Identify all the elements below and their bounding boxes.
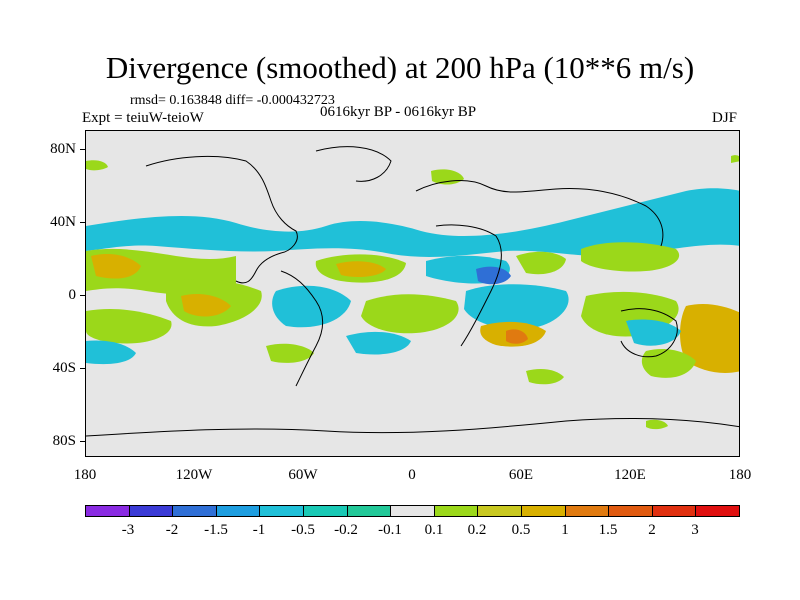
colorbar-box	[478, 506, 522, 516]
colorbar-box	[216, 506, 261, 516]
colorbar-label: -3	[121, 522, 135, 538]
coastlines	[86, 146, 739, 437]
y-tick	[80, 222, 85, 223]
period-label: 0616kyr BP - 0616kyr BP	[320, 104, 477, 120]
colorbar-label: 0.1	[424, 522, 444, 538]
map-field	[86, 146, 739, 437]
x-label-180e: 180	[728, 467, 752, 483]
x-label-120w: 120W	[175, 467, 213, 483]
colorbar-label: -0.1	[378, 522, 402, 538]
colorbar-label: -2	[165, 522, 179, 538]
y-label-0: 0	[68, 287, 77, 303]
chart-title: Divergence (smoothed) at 200 hPa (10**6 …	[105, 50, 695, 85]
colorbar-label: -1	[252, 522, 266, 538]
y-tick	[80, 295, 85, 296]
colorbar-box	[609, 506, 653, 516]
colorbar	[85, 505, 740, 517]
experiment-label: Expt = teiuW-teioW	[82, 110, 204, 126]
colorbar-box	[86, 506, 130, 516]
colorbar-label: 0.5	[511, 522, 531, 538]
x-label-60e: 60E	[508, 467, 534, 483]
colorbar-box	[260, 506, 304, 516]
colorbar-box	[391, 506, 435, 516]
colorbar-box	[521, 506, 566, 516]
y-tick	[80, 368, 85, 369]
colorbar-box	[129, 506, 174, 516]
colorbar-box	[303, 506, 348, 516]
colorbar-label: 1.5	[598, 522, 618, 538]
colorbar-label: -1.5	[204, 522, 228, 538]
colorbar-label: 0.2	[467, 522, 487, 538]
colorbar-label: 2	[648, 522, 656, 538]
colorbar-box	[173, 506, 217, 516]
map-plot	[85, 130, 740, 457]
x-label-60w: 60W	[288, 467, 318, 483]
x-label-120e: 120E	[614, 467, 646, 483]
colorbar-box	[565, 506, 610, 516]
colorbar-label: -0.5	[291, 522, 315, 538]
colorbar-box	[696, 506, 739, 516]
y-tick	[80, 441, 85, 442]
divergence-shading	[86, 155, 739, 430]
colorbar-box	[652, 506, 697, 516]
y-label-80n: 80N	[50, 141, 76, 157]
y-label-80s: 80S	[52, 433, 76, 449]
colorbar-label: 3	[691, 522, 699, 538]
colorbar-box	[347, 506, 392, 516]
stats-line: rmsd= 0.163848 diff= -0.000432723	[130, 93, 335, 108]
x-label-0: 0	[408, 467, 416, 483]
y-label-40n: 40N	[50, 214, 76, 230]
colorbar-label: -0.2	[334, 522, 358, 538]
y-tick	[80, 149, 85, 150]
season-label: DJF	[712, 110, 738, 126]
x-label-180w: 180	[73, 467, 97, 483]
colorbar-label: 1	[561, 522, 569, 538]
y-label-40s: 40S	[52, 360, 76, 376]
colorbar-box	[434, 506, 479, 516]
